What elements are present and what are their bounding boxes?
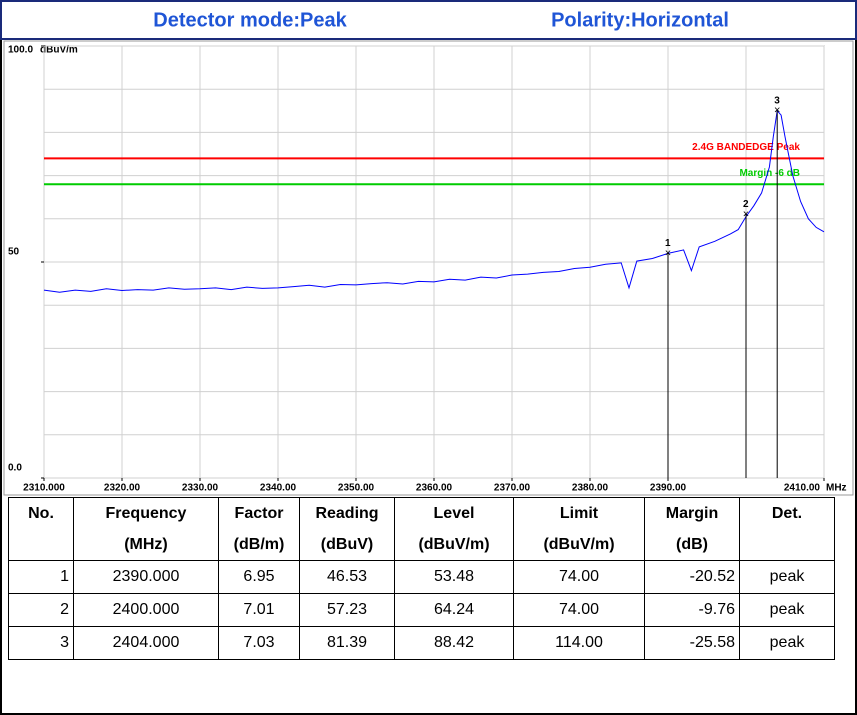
data-cell: 7.01 xyxy=(218,593,300,627)
header-row: No. Frequency Factor Reading Level Limit Margi… xyxy=(8,497,835,529)
limit-label: Margin -6 dB xyxy=(739,168,800,179)
data-cell: -25.58 xyxy=(644,626,740,660)
header-cell: (dB/m) xyxy=(218,529,300,561)
result-table: No. Frequency Factor Reading Level Limit Margi… xyxy=(8,497,835,660)
chart-title: Detector mode:Peak xyxy=(153,9,347,31)
header-cell: (dBuV/m) xyxy=(513,529,645,561)
x-unit: MHz xyxy=(826,483,847,494)
header-cell: Det. xyxy=(739,497,835,529)
header-cell: Margin xyxy=(644,497,740,529)
y-unit: dBuV/m xyxy=(40,45,78,56)
data-cell: peak xyxy=(739,626,835,660)
data-cell: 3 xyxy=(8,626,74,660)
data-cell: 6.95 xyxy=(218,560,300,594)
limit-label: 2.4G BANDEDGE Peak xyxy=(692,142,800,153)
x-tick-label: 2310.000 xyxy=(23,483,65,494)
chart-subtitle: Polarity:Horizontal xyxy=(551,9,729,31)
marker-cross: × xyxy=(743,208,749,220)
data-cell: 2404.000 xyxy=(73,626,219,660)
x-tick-label: 2340.00 xyxy=(260,483,297,494)
x-tick-label: 2320.00 xyxy=(104,483,141,494)
x-tick-label: 2370.00 xyxy=(494,483,531,494)
header-cell: Limit xyxy=(513,497,645,529)
header-cell: Frequency xyxy=(73,497,219,529)
marker-cross: × xyxy=(665,247,671,259)
data-cell: 88.42 xyxy=(394,626,514,660)
data-cell: 7.03 xyxy=(218,626,300,660)
header-cell: (dB) xyxy=(644,529,740,561)
data-cell: 46.53 xyxy=(299,560,395,594)
data-cell: 1 xyxy=(8,560,74,594)
y-tick-label: 0.0 xyxy=(8,463,22,474)
header-cell xyxy=(739,529,835,561)
data-row: 1 2390.000 6.95 46.53 53.48 74.00 -20.52 peak xyxy=(8,560,835,594)
header-cell: Factor xyxy=(218,497,300,529)
data-cell: 74.00 xyxy=(513,593,645,627)
marker-cross: × xyxy=(774,105,780,117)
y-tick-label: 50 xyxy=(8,247,20,258)
x-tick-label: 2350.00 xyxy=(338,483,375,494)
header-cell: Level xyxy=(394,497,514,529)
header-row: (MHz) (dB/m) (dBuV) (dBuV/m) (dBuV/m) (dB) xyxy=(8,529,835,561)
header-cell: Reading xyxy=(299,497,395,529)
header-cell: No. xyxy=(8,497,74,529)
header-cell xyxy=(8,529,74,561)
data-cell: 53.48 xyxy=(394,560,514,594)
header-cell: (MHz) xyxy=(73,529,219,561)
data-cell: 2390.000 xyxy=(73,560,219,594)
marker-label: 3 xyxy=(774,95,780,106)
header-cell: (dBuV/m) xyxy=(394,529,514,561)
data-cell: 81.39 xyxy=(299,626,395,660)
y-tick-label: 100.0 xyxy=(8,45,33,56)
marker-label: 2 xyxy=(743,199,749,210)
data-cell: 2400.000 xyxy=(73,593,219,627)
x-tick-label: 2410.00 xyxy=(784,483,821,494)
trace xyxy=(43,109,825,293)
data-row: 3 2404.000 7.03 81.39 88.42 114.00 -25.58 peak xyxy=(8,626,835,660)
x-tick-label: 2380.00 xyxy=(572,483,609,494)
data-cell: 2 xyxy=(8,593,74,627)
marker-label: 1 xyxy=(665,238,671,249)
data-cell: peak xyxy=(739,560,835,594)
header-cell: (dBuV) xyxy=(299,529,395,561)
x-tick-label: 2390.00 xyxy=(650,483,687,494)
header-band xyxy=(0,0,857,40)
data-cell: -20.52 xyxy=(644,560,740,594)
data-cell: 57.23 xyxy=(299,593,395,627)
data-row: 2 2400.000 7.01 57.23 64.24 74.00 -9.76 peak xyxy=(8,593,835,627)
data-cell: 64.24 xyxy=(394,593,514,627)
x-tick-label: 2360.00 xyxy=(416,483,453,494)
data-cell: -9.76 xyxy=(644,593,740,627)
data-cell: 74.00 xyxy=(513,560,645,594)
data-cell: peak xyxy=(739,593,835,627)
x-tick-label: 2330.00 xyxy=(182,483,219,494)
data-cell: 114.00 xyxy=(513,626,645,660)
